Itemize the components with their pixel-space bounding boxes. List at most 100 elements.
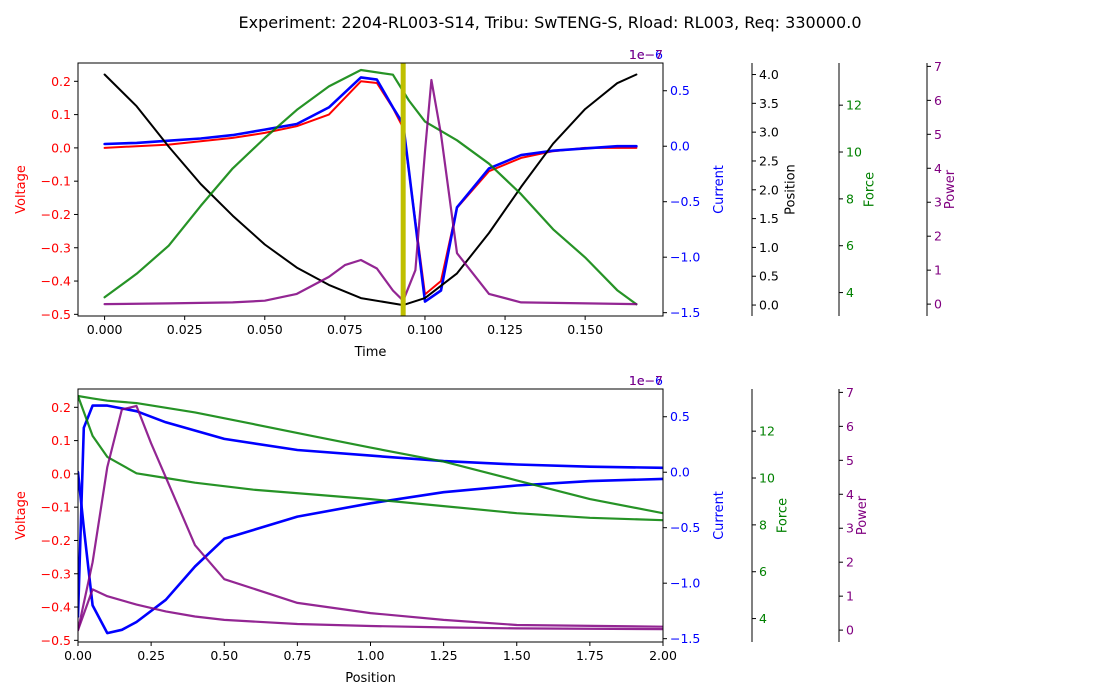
power-tick-label: 3: [934, 195, 942, 210]
power-series-line: [78, 404, 663, 632]
power-tick-label: 1: [934, 263, 942, 278]
voltage-series-line: [103, 80, 638, 296]
force-tick-label: 12: [846, 98, 862, 113]
plot-frame: [77, 388, 664, 643]
current-series-line: [78, 470, 663, 635]
power-tick-label: 2: [934, 229, 942, 244]
voltage-tick-label: −0.3: [41, 240, 71, 255]
current-tick-label: −1.0: [670, 250, 700, 265]
power-tick-label: 6: [846, 419, 854, 434]
current-axis-label: Current: [712, 491, 727, 540]
power-axis-label: Power: [855, 495, 870, 535]
x-axis-label: Position: [345, 671, 396, 686]
voltage-tick-label: 0.0: [51, 466, 71, 481]
position-tick-label: 0.0: [759, 298, 779, 313]
voltage-tick-label: −0.5: [41, 307, 71, 322]
power-tick-label: 0: [934, 297, 942, 312]
x-tick-label: 1.25: [430, 648, 458, 663]
position-tick-label: 4.0: [759, 67, 779, 82]
force-tick-label: 4: [846, 285, 854, 300]
power-series-line: [103, 78, 638, 306]
power-tick-label: 3: [846, 521, 854, 536]
plot-frame: [77, 62, 664, 317]
position-series-line: [103, 73, 638, 307]
position-tick-label: 2.0: [759, 182, 779, 197]
power-axis-label: Power: [943, 169, 958, 209]
current-tick-label: −1.0: [670, 576, 700, 591]
current-axis-label: Current: [712, 165, 727, 214]
force-tick-label: 8: [846, 191, 854, 206]
voltage-tick-label: −0.2: [41, 207, 71, 222]
position-tick-label: 2.5: [759, 153, 779, 168]
position-tick-label: 3.5: [759, 96, 779, 111]
x-tick-label: 0.00: [64, 648, 92, 663]
power-series-line: [78, 588, 663, 632]
power-offset-text: 1e−7: [629, 47, 663, 62]
power-tick-label: 7: [934, 59, 942, 74]
current-tick-label: 0.5: [670, 83, 690, 98]
force-series-line: [78, 394, 663, 522]
current-offset-text: 1e−6: [629, 373, 663, 388]
voltage-axis-label: Voltage: [14, 491, 29, 540]
position-axis-label: Position: [783, 164, 798, 215]
power-tick-label: 5: [846, 453, 854, 468]
power-tick-label: 5: [934, 127, 942, 142]
current-series-line: [78, 404, 663, 618]
force-tick-label: 6: [846, 238, 854, 253]
power-tick-label: 2: [846, 555, 854, 570]
voltage-tick-label: −0.4: [41, 600, 71, 615]
current-offset-text: 1e−6: [629, 47, 663, 62]
force-tick-label: 8: [759, 517, 767, 532]
voltage-tick-label: 0.2: [51, 74, 71, 89]
force-axis-label: Force: [863, 172, 878, 207]
force-tick-label: 12: [759, 424, 775, 439]
force-tick-label: 10: [846, 145, 862, 160]
x-tick-label: 0.125: [487, 322, 523, 337]
voltage-tick-label: 0.2: [51, 400, 71, 415]
x-tick-label: 0.25: [137, 648, 165, 663]
voltage-tick-label: −0.1: [41, 500, 71, 515]
x-tick-label: 0.150: [567, 322, 603, 337]
force-tick-label: 10: [759, 471, 775, 486]
current-tick-label: 0.0: [670, 139, 690, 154]
current-tick-label: 0.0: [670, 465, 690, 480]
voltage-axis-label: Voltage: [14, 165, 29, 214]
x-tick-label: 0.000: [87, 322, 123, 337]
top-chart: 0.000 0.025 0.050 0.075 0.100 0.125 0.150Time−…: [14, 47, 958, 360]
current-tick-label: −1.5: [670, 305, 700, 320]
power-offset-text: 1e−7: [629, 373, 663, 388]
series-group: [78, 394, 663, 635]
voltage-tick-label: 0.0: [51, 140, 71, 155]
power-tick-label: 6: [934, 93, 942, 108]
current-series-line: [103, 76, 638, 303]
x-tick-label: 1.50: [503, 648, 531, 663]
position-tick-label: 0.5: [759, 269, 779, 284]
figure-title: Experiment: 2204-RL003-S14, Tribu: SwTEN…: [238, 13, 861, 32]
x-tick-label: 0.50: [210, 648, 238, 663]
x-tick-label: 0.075: [327, 322, 363, 337]
force-tick-label: 6: [759, 564, 767, 579]
power-tick-label: 1: [846, 589, 854, 604]
series-group: [103, 68, 638, 307]
x-tick-label: 1.00: [357, 648, 385, 663]
current-tick-label: −0.5: [670, 520, 700, 535]
bottom-chart: 0.00 0.25 0.50 0.75 1.00 1.25 1.50 1.75 2.00Posi…: [14, 373, 870, 686]
power-tick-label: 7: [846, 385, 854, 400]
x-tick-label: 0.050: [247, 322, 283, 337]
x-tick-label: 2.00: [649, 648, 677, 663]
x-tick-label: 1.75: [576, 648, 604, 663]
voltage-tick-label: 0.1: [51, 107, 71, 122]
power-tick-label: 4: [934, 161, 942, 176]
force-tick-label: 4: [759, 611, 767, 626]
force-axis-label: Force: [776, 498, 791, 533]
x-tick-label: 0.025: [167, 322, 203, 337]
current-tick-label: 0.5: [670, 409, 690, 424]
voltage-tick-label: −0.5: [41, 633, 71, 648]
position-tick-label: 1.0: [759, 240, 779, 255]
voltage-tick-label: −0.4: [41, 274, 71, 289]
power-tick-label: 4: [846, 487, 854, 502]
voltage-tick-label: −0.2: [41, 533, 71, 548]
power-tick-label: 0: [846, 623, 854, 638]
current-tick-label: −0.5: [670, 194, 700, 209]
